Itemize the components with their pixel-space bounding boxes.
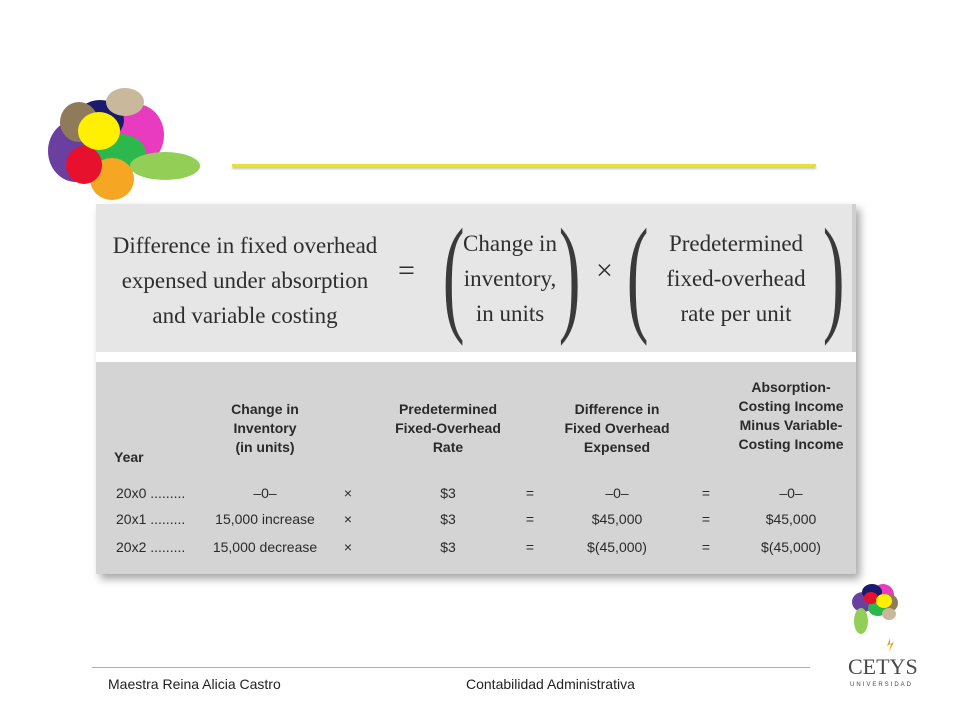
header-line: Predetermined — [398, 401, 498, 417]
cell-year: 20x1 ......... — [116, 511, 186, 527]
footer-author: Maestra Reina Alicia Castro — [108, 676, 281, 692]
header-line: Minus Variable- — [739, 417, 843, 433]
cell-year: 20x0 ......... — [116, 485, 186, 501]
formula-left-term: Difference in fixed overhead expensed un… — [110, 228, 380, 333]
cell-change: 15,000 decrease — [212, 539, 318, 555]
header-change: Change in Inventory (in units) — [200, 400, 330, 457]
cell-difference: –0– — [605, 485, 629, 501]
header-line: Expensed — [583, 439, 651, 455]
cell-difference: $45,000 — [591, 511, 643, 527]
header-line: Absorption- — [751, 379, 831, 395]
header-line: Costing Income — [738, 436, 844, 452]
formula-left-line: expensed under absorption — [121, 268, 369, 293]
cetys-logo-subtext: UNIVERSIDAD — [850, 682, 914, 688]
footer-divider — [92, 667, 810, 668]
cell-change: –0– — [253, 485, 277, 501]
left-paren-icon: ( — [626, 204, 649, 347]
times-sign: × — [343, 539, 353, 555]
formula-middle-term: Change in inventory, in units — [456, 226, 564, 331]
cell-rate: $3 — [440, 511, 456, 527]
cell-rate: $3 — [440, 539, 456, 555]
formula-middle-line: Change in — [463, 231, 557, 256]
header-line: Costing Income — [738, 398, 844, 414]
header-line: Inventory — [233, 420, 297, 436]
header-line: Change in — [231, 401, 299, 417]
equals-sign: = — [525, 539, 535, 555]
cetys-logo-text: CETYS — [848, 654, 918, 679]
equals-sign: = — [701, 485, 711, 501]
cetys-logo-mark — [846, 578, 916, 638]
formula-equals: = — [398, 254, 415, 287]
panel-divider — [96, 352, 856, 362]
cell-income: –0– — [779, 485, 803, 501]
cell-difference: $(45,000) — [587, 539, 647, 555]
equals-sign: = — [701, 511, 711, 527]
header-line: Fixed-Overhead — [395, 420, 501, 436]
formula-middle-line: in units — [475, 301, 545, 326]
cell-year: 20x2 ......... — [116, 539, 186, 555]
cell-change: 15,000 increase — [215, 511, 315, 527]
header-year: Year — [114, 449, 144, 465]
right-paren-icon: ) — [822, 204, 845, 347]
header-line: (in units) — [235, 439, 295, 455]
cell-income: $45,000 — [765, 511, 817, 527]
formula-left-line: and variable costing — [152, 303, 338, 328]
decorative-logo-blobs — [44, 86, 204, 206]
equals-sign: = — [701, 539, 711, 555]
formula-right-term: Predetermined fixed-overhead rate per un… — [648, 226, 824, 331]
formula-right-line: Predetermined — [668, 231, 804, 256]
difference-table: Change in Inventory (in units) Predeterm… — [96, 362, 856, 574]
times-sign: × — [343, 511, 353, 527]
header-income: Absorption- Costing Income Minus Variabl… — [726, 378, 856, 454]
footer-course: Contabilidad Administrativa — [466, 676, 635, 692]
formula-section: Difference in fixed overhead expensed un… — [96, 204, 852, 352]
textbook-excerpt-panel: Difference in fixed overhead expensed un… — [96, 204, 856, 574]
right-paren-icon: ) — [558, 204, 581, 347]
header-line: Fixed Overhead — [564, 420, 670, 436]
header-difference: Difference in Fixed Overhead Expensed — [552, 400, 682, 457]
equals-sign: = — [525, 511, 535, 527]
title-underline — [232, 164, 816, 167]
header-rate: Predetermined Fixed-Overhead Rate — [378, 400, 518, 457]
equals-sign: = — [525, 485, 535, 501]
cell-income: $(45,000) — [761, 539, 821, 555]
header-line: Difference in — [574, 401, 660, 417]
formula-left-line: Difference in fixed overhead — [112, 233, 378, 258]
times-sign: × — [343, 485, 353, 501]
left-paren-icon: ( — [442, 204, 465, 347]
formula-middle-line: inventory, — [463, 266, 557, 291]
formula-right-line: fixed-overhead — [666, 266, 806, 291]
formula-times: × — [596, 254, 613, 287]
formula-right-line: rate per unit — [680, 301, 792, 326]
flame-icon — [887, 638, 894, 652]
cell-rate: $3 — [440, 485, 456, 501]
header-line: Rate — [432, 439, 464, 455]
